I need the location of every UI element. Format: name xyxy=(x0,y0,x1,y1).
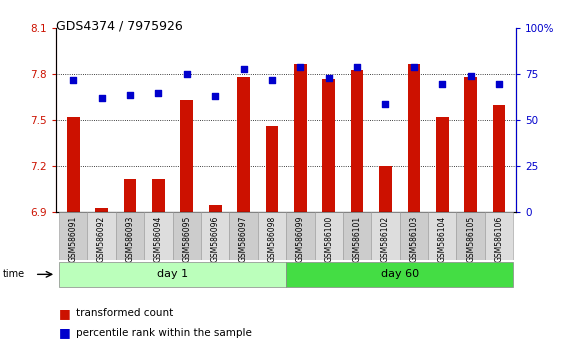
FancyBboxPatch shape xyxy=(173,212,201,260)
Point xyxy=(268,77,277,83)
FancyBboxPatch shape xyxy=(201,212,229,260)
Point xyxy=(182,72,191,77)
Bar xyxy=(351,70,364,212)
FancyBboxPatch shape xyxy=(343,212,371,260)
Bar xyxy=(209,205,222,212)
FancyBboxPatch shape xyxy=(257,212,286,260)
FancyBboxPatch shape xyxy=(428,212,457,260)
Text: GSM586099: GSM586099 xyxy=(296,216,305,262)
FancyBboxPatch shape xyxy=(59,212,88,260)
Point xyxy=(438,81,447,86)
Bar xyxy=(95,208,108,212)
Text: GSM586104: GSM586104 xyxy=(438,216,447,262)
Point xyxy=(410,64,419,70)
Bar xyxy=(67,117,80,212)
Bar xyxy=(265,126,278,212)
Point xyxy=(324,75,333,81)
Text: GSM586092: GSM586092 xyxy=(97,216,106,262)
FancyBboxPatch shape xyxy=(315,212,343,260)
Text: GSM586098: GSM586098 xyxy=(268,216,277,262)
Point xyxy=(353,64,362,70)
Point xyxy=(97,96,106,101)
Text: transformed count: transformed count xyxy=(76,308,173,318)
Text: GSM586106: GSM586106 xyxy=(495,216,504,262)
Text: GSM586095: GSM586095 xyxy=(182,216,191,262)
Text: day 60: day 60 xyxy=(380,269,419,279)
Text: GSM586100: GSM586100 xyxy=(324,216,333,262)
Bar xyxy=(465,78,477,212)
Bar xyxy=(123,179,136,212)
Text: GDS4374 / 7975926: GDS4374 / 7975926 xyxy=(56,19,183,33)
Point xyxy=(126,92,135,97)
FancyBboxPatch shape xyxy=(88,212,116,260)
Bar xyxy=(294,64,307,212)
Text: GSM586101: GSM586101 xyxy=(353,216,362,262)
Point xyxy=(154,90,163,96)
Text: GSM586103: GSM586103 xyxy=(410,216,419,262)
Point xyxy=(495,81,504,86)
Bar xyxy=(493,105,505,212)
FancyBboxPatch shape xyxy=(286,212,315,260)
Point xyxy=(239,66,248,72)
FancyBboxPatch shape xyxy=(485,212,513,260)
Text: ■: ■ xyxy=(59,326,71,339)
Text: time: time xyxy=(3,269,25,279)
Text: GSM586094: GSM586094 xyxy=(154,216,163,262)
Text: GSM586097: GSM586097 xyxy=(239,216,248,262)
Point xyxy=(466,73,475,79)
Bar xyxy=(436,117,449,212)
Text: percentile rank within the sample: percentile rank within the sample xyxy=(76,328,252,338)
Text: GSM586096: GSM586096 xyxy=(210,216,219,262)
Text: GSM586093: GSM586093 xyxy=(126,216,135,262)
FancyBboxPatch shape xyxy=(286,262,513,287)
Bar xyxy=(180,101,193,212)
Bar xyxy=(323,79,335,212)
Text: day 1: day 1 xyxy=(157,269,188,279)
Point xyxy=(296,64,305,70)
Bar xyxy=(152,179,165,212)
FancyBboxPatch shape xyxy=(116,212,144,260)
Text: GSM586105: GSM586105 xyxy=(466,216,475,262)
Text: GSM586102: GSM586102 xyxy=(381,216,390,262)
Bar xyxy=(407,64,420,212)
Point xyxy=(68,77,77,83)
FancyBboxPatch shape xyxy=(59,262,286,287)
FancyBboxPatch shape xyxy=(229,212,257,260)
Text: GSM586091: GSM586091 xyxy=(68,216,77,262)
Point xyxy=(210,93,219,99)
FancyBboxPatch shape xyxy=(144,212,173,260)
Point xyxy=(381,101,390,107)
Text: ■: ■ xyxy=(59,307,71,320)
FancyBboxPatch shape xyxy=(457,212,485,260)
Bar xyxy=(379,166,392,212)
FancyBboxPatch shape xyxy=(371,212,399,260)
Bar xyxy=(237,78,250,212)
FancyBboxPatch shape xyxy=(399,212,428,260)
